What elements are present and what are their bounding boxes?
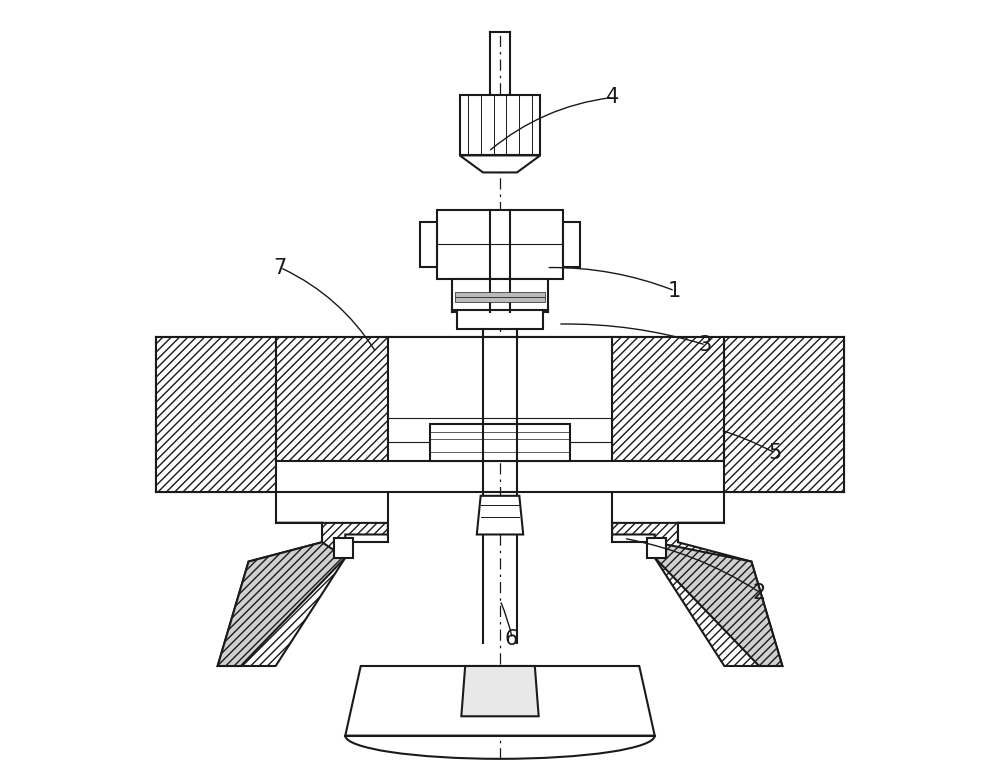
Text: 7: 7: [273, 257, 286, 277]
Polygon shape: [612, 523, 782, 666]
Polygon shape: [276, 337, 388, 461]
Polygon shape: [345, 666, 655, 735]
Bar: [460, 95, 540, 156]
Bar: [430, 424, 570, 461]
Text: 4: 4: [606, 88, 619, 108]
Polygon shape: [218, 523, 388, 666]
Bar: [420, 222, 437, 267]
Bar: [455, 297, 545, 302]
Polygon shape: [655, 542, 782, 666]
Bar: [334, 539, 353, 558]
Bar: [455, 291, 545, 297]
Bar: [452, 279, 548, 312]
Polygon shape: [218, 542, 345, 666]
Bar: [388, 337, 612, 461]
Text: 2: 2: [753, 583, 766, 602]
Text: 3: 3: [698, 335, 712, 355]
Polygon shape: [612, 337, 724, 461]
Bar: [437, 209, 563, 279]
Polygon shape: [477, 496, 523, 535]
Bar: [563, 222, 580, 267]
Text: 1: 1: [667, 281, 681, 301]
Polygon shape: [724, 337, 844, 492]
Polygon shape: [461, 666, 539, 716]
Bar: [647, 539, 666, 558]
Text: 5: 5: [768, 443, 781, 463]
Polygon shape: [156, 337, 276, 492]
Bar: [457, 310, 543, 329]
Polygon shape: [460, 156, 540, 172]
Text: 6: 6: [505, 629, 518, 649]
